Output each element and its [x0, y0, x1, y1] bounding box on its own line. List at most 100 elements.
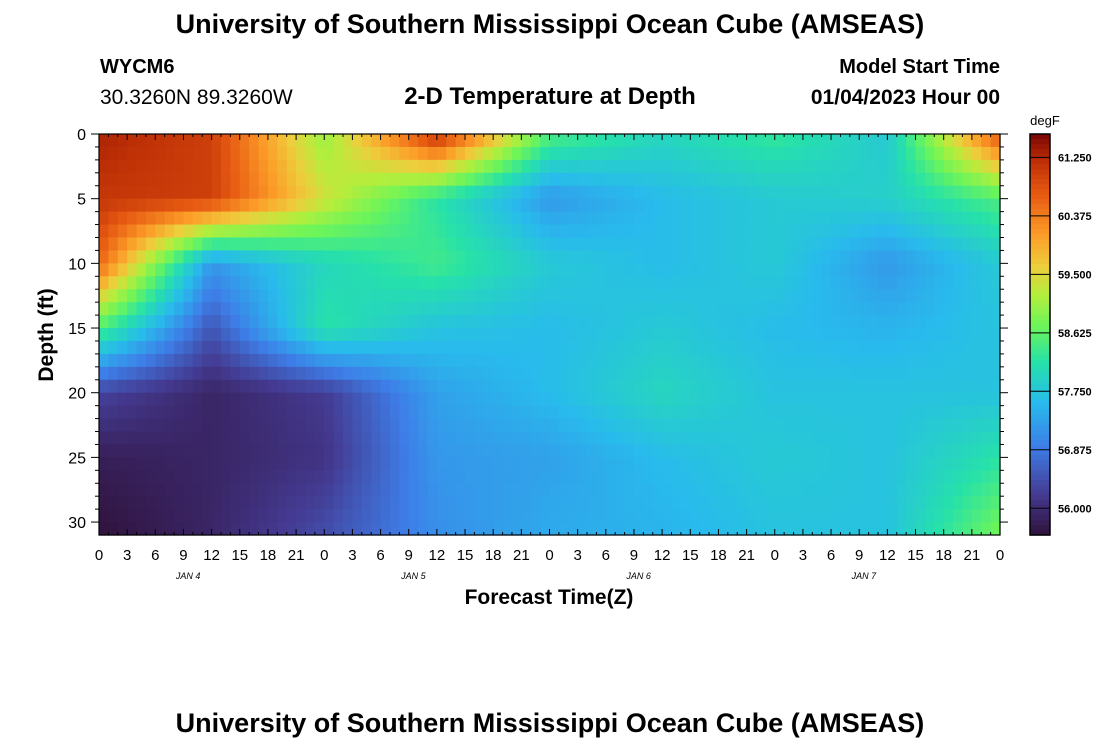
- axes: 0 3 6 9 12 15 18 21 0 3 6 9 12 15 18 21 0 3 6 9 12 15 18 21 0 3 6 9…: [68, 127, 1008, 581]
- heatmap-cell: [868, 172, 879, 187]
- heatmap-cell: [164, 302, 175, 316]
- heatmap-cell: [324, 134, 335, 148]
- heatmap-cell: [934, 340, 945, 355]
- heatmap-cell: [333, 224, 344, 239]
- heatmap-cell: [624, 509, 635, 523]
- heatmap-cell: [521, 405, 532, 420]
- heatmap-cell: [192, 392, 203, 407]
- heatmap-cell: [662, 509, 673, 523]
- heatmap-cell: [784, 185, 795, 200]
- heatmap-cell: [568, 392, 579, 407]
- heatmap-cell: [887, 340, 898, 355]
- heatmap-cell: [943, 353, 954, 368]
- heatmap-cell: [643, 418, 654, 433]
- heatmap-cell: [343, 276, 354, 290]
- heatmap-cell: [174, 224, 185, 239]
- heatmap-cell: [474, 134, 485, 148]
- heatmap-cell: [840, 522, 851, 536]
- heatmap-cell: [971, 263, 982, 277]
- heatmap-cell: [267, 405, 278, 420]
- heatmap-cell: [718, 302, 729, 316]
- heatmap-cell: [624, 289, 635, 303]
- heatmap-cell: [155, 250, 166, 264]
- heatmap-cell: [765, 328, 776, 342]
- heatmap-cell: [408, 431, 419, 446]
- heatmap-cell: [699, 263, 710, 277]
- heatmap-cell: [399, 134, 410, 148]
- heatmap-cell: [511, 263, 522, 277]
- heatmap-cell: [877, 211, 888, 226]
- heatmap-cell: [164, 457, 175, 471]
- heatmap-cell: [934, 172, 945, 187]
- heatmap-cell: [361, 509, 372, 523]
- heatmap-cell: [314, 224, 325, 239]
- heatmap-cell: [474, 250, 485, 264]
- colorbar-segment: [1030, 214, 1050, 220]
- heatmap-cell: [549, 172, 560, 187]
- heatmap-cell: [540, 315, 551, 329]
- heatmap-cell: [953, 470, 964, 484]
- heatmap-cell: [117, 392, 128, 407]
- heatmap-cell: [389, 185, 400, 200]
- heatmap-cell: [662, 224, 673, 239]
- colorbar-tick-label: 56.000: [1058, 503, 1092, 515]
- heatmap-cell: [737, 470, 748, 484]
- heatmap-cell: [709, 470, 720, 484]
- heatmap-cell: [802, 509, 813, 523]
- heatmap-cell: [136, 302, 147, 316]
- heatmap-cell: [305, 328, 316, 342]
- heatmap-cell: [680, 315, 691, 329]
- heatmap-cell: [202, 340, 213, 355]
- heatmap-cell: [990, 302, 1001, 316]
- colorbar-segment: [1030, 364, 1050, 371]
- heatmap-cell: [915, 276, 926, 290]
- heatmap-cell: [305, 379, 316, 394]
- heatmap-cell: [793, 159, 804, 174]
- heatmap-cell: [990, 289, 1001, 303]
- heatmap-cell: [314, 457, 325, 471]
- colorbar-segment: [1030, 369, 1050, 376]
- heatmap-cell: [502, 315, 513, 329]
- heatmap-cell: [981, 509, 992, 523]
- heatmap-cell: [99, 470, 109, 484]
- heatmap-cell: [793, 224, 804, 239]
- heatmap-cell: [117, 159, 128, 174]
- heatmap-cell: [221, 418, 231, 433]
- heatmap-cell: [446, 263, 457, 277]
- heatmap-cell: [239, 263, 250, 277]
- heatmap-cell: [465, 250, 476, 264]
- heatmap-cell: [155, 379, 166, 394]
- heatmap-cell: [784, 366, 795, 381]
- heatmap-cell: [605, 185, 616, 200]
- heatmap-cell: [793, 172, 804, 187]
- heatmap-cell: [568, 146, 579, 161]
- heatmap-cell: [286, 198, 297, 213]
- heatmap-cell: [793, 470, 804, 484]
- heatmap-cell: [455, 146, 466, 161]
- heatmap-cell: [314, 159, 325, 174]
- heatmap-cell: [521, 302, 532, 316]
- colorbar-segment: [1030, 234, 1050, 240]
- heatmap-cell: [774, 405, 785, 420]
- heatmap-cell: [755, 392, 766, 407]
- heatmap-cell: [624, 276, 635, 290]
- heatmap-cell: [267, 237, 278, 252]
- heatmap-cell: [155, 392, 166, 407]
- heatmap-cell: [802, 263, 813, 277]
- heatmap-cell: [953, 315, 964, 329]
- heatmap-cell: [962, 509, 973, 523]
- heatmap-cell: [877, 289, 888, 303]
- heatmap-cell: [127, 483, 138, 497]
- heatmap-cell: [418, 418, 429, 433]
- heatmap-cell: [849, 289, 860, 303]
- heatmap-cell: [324, 470, 335, 484]
- heatmap-cell: [145, 328, 156, 342]
- heatmap-cell: [249, 509, 260, 523]
- heatmap-cell: [286, 328, 297, 342]
- heatmap-cell: [455, 211, 466, 226]
- heatmap-cell: [596, 315, 607, 329]
- heatmap-cell: [587, 250, 598, 264]
- heatmap-cell: [211, 250, 222, 264]
- heatmap-cell: [680, 418, 691, 433]
- heatmap-cell: [896, 392, 907, 407]
